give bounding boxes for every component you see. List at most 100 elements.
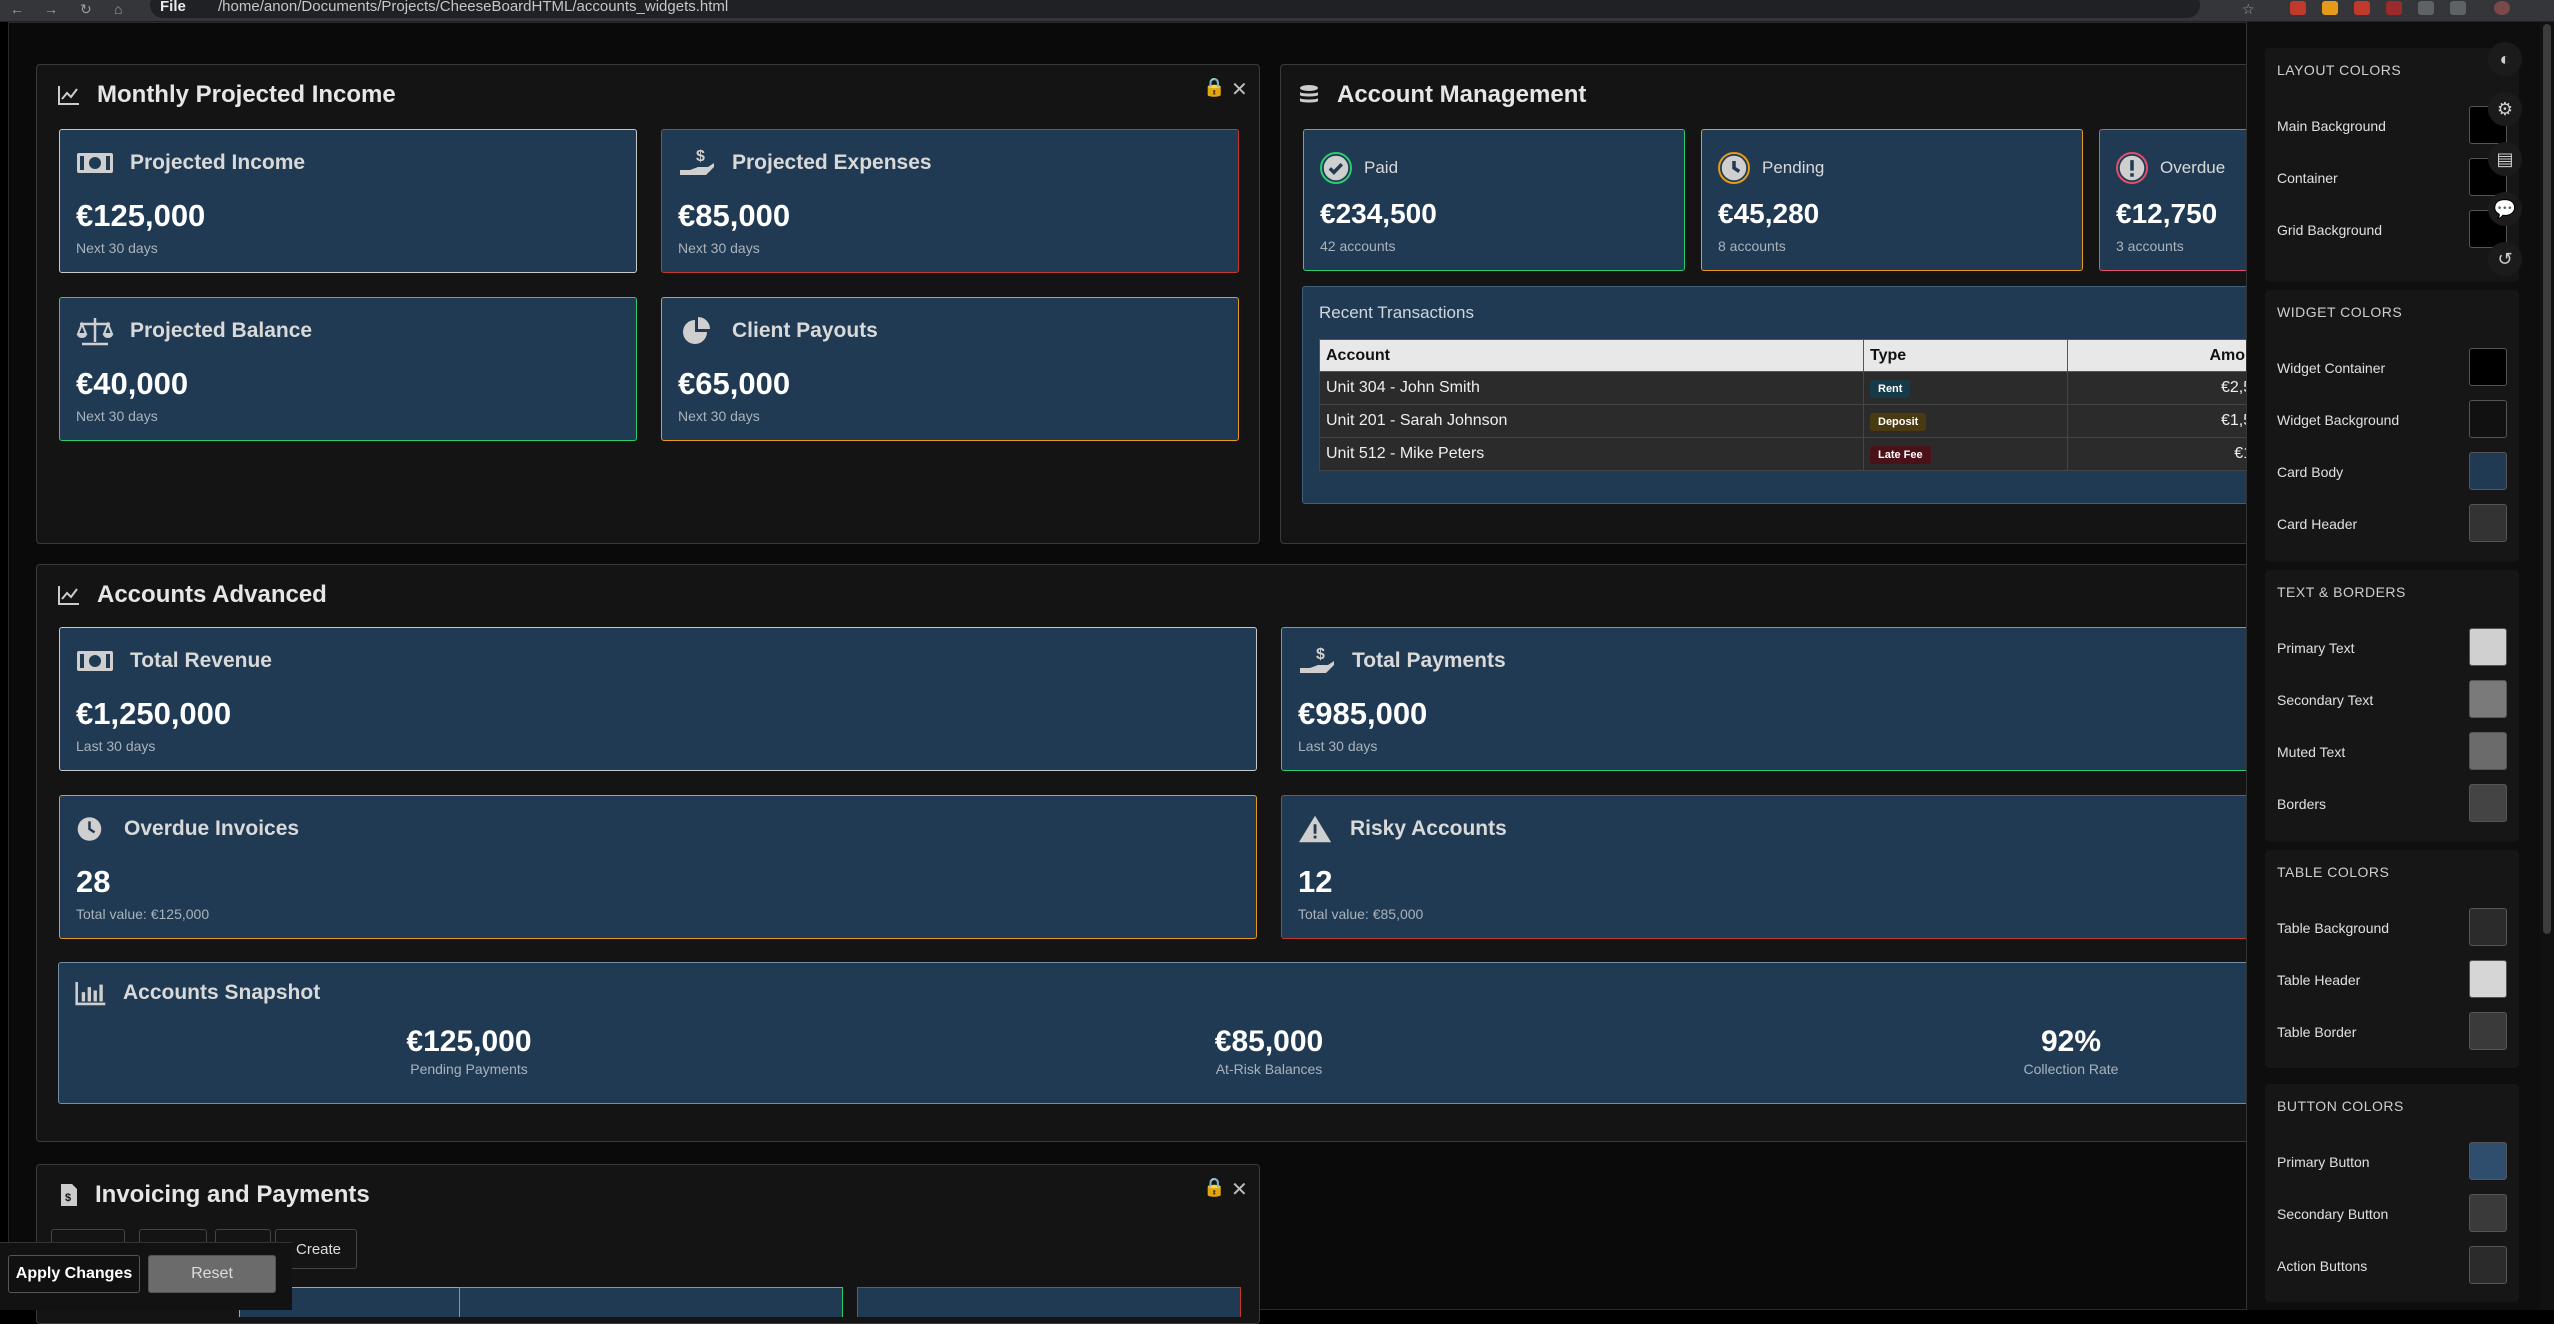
column-header-account[interactable]: Account <box>1319 339 1864 372</box>
color-setting-label: Secondary Button <box>2277 1206 2389 1222</box>
table-row[interactable]: Unit 512 - Mike Peters Late Fee €15 <box>1319 437 2268 471</box>
contrast-icon[interactable]: ◐ <box>2488 42 2522 76</box>
bookmark-star-icon[interactable]: ☆ <box>2242 1 2255 17</box>
money-bill-icon <box>77 651 113 671</box>
panel-toolbar: ◐ ⚙ ▤ 💬 ↺ <box>2488 42 2532 292</box>
color-setting-label: Primary Button <box>2277 1154 2370 1170</box>
color-swatch[interactable] <box>2469 1246 2507 1284</box>
svg-text:$: $ <box>65 1192 71 1204</box>
color-swatch[interactable] <box>2469 348 2507 386</box>
card-label: Paid <box>1364 158 1399 177</box>
card-subtext: 3 accounts <box>2116 238 2184 254</box>
color-swatch[interactable] <box>2469 908 2507 946</box>
close-icon[interactable]: ✕ <box>1231 79 1248 101</box>
card-value: €234,500 <box>1320 198 1437 229</box>
close-icon[interactable]: ✕ <box>1231 1179 1248 1201</box>
chat-icon[interactable]: 💬 <box>2488 192 2522 226</box>
money-bill-icon <box>77 153 113 173</box>
clock-icon <box>77 817 102 841</box>
color-setting-label: Card Header <box>2277 516 2358 532</box>
cell-type: Late Fee <box>1863 437 2068 471</box>
scrollbar-thumb[interactable] <box>2543 24 2551 934</box>
reload-icon[interactable]: ↻ <box>80 1 92 17</box>
gear-icon[interactable]: ⚙ <box>2488 92 2522 126</box>
color-setting-row: Container <box>2277 158 2507 198</box>
reset-icon[interactable]: ↺ <box>2488 242 2522 276</box>
extension-icon[interactable] <box>2322 1 2338 15</box>
cell-amount: €15 <box>2067 437 2268 471</box>
color-setting-row: Borders <box>2277 784 2507 824</box>
card-value: €45,280 <box>1718 198 1820 229</box>
forward-icon[interactable]: → <box>44 1 58 17</box>
card-subtext: Next 30 days <box>76 408 158 424</box>
card-label: Client Payouts <box>732 319 878 342</box>
back-icon[interactable]: ← <box>10 1 24 17</box>
home-icon[interactable]: ⌂ <box>114 1 123 17</box>
color-swatch[interactable] <box>2469 504 2507 542</box>
extension-icon[interactable] <box>2290 1 2306 15</box>
extension-icon[interactable] <box>2450 1 2466 15</box>
column-header-amount[interactable]: Amour <box>2067 339 2268 372</box>
action-bar: Apply Changes Reset <box>0 1242 292 1310</box>
card-projected-income: Projected Income €125,000 Next 30 days <box>59 129 637 273</box>
card-subtext: Total value: €85,000 <box>1298 906 1424 922</box>
color-swatch[interactable] <box>2469 1012 2507 1050</box>
card-icon[interactable]: ▤ <box>2488 142 2522 176</box>
widget-monthly-projected-income: Monthly Projected Income 🔒 ✕ Projected I… <box>36 64 1260 544</box>
section-heading: TABLE COLORS <box>2277 864 2390 880</box>
section-heading: BUTTON COLORS <box>2277 1098 2404 1114</box>
color-setting-label: Action Buttons <box>2277 1258 2368 1274</box>
check-circle-icon <box>1320 152 1352 184</box>
color-setting-row: Table Header <box>2277 960 2507 1000</box>
card-client-payouts: Client Payouts €65,000 Next 30 days <box>661 297 1239 441</box>
card-value: €125,000 <box>76 198 206 233</box>
extension-icon[interactable] <box>2354 1 2370 15</box>
cell-type: Deposit <box>1863 404 2068 438</box>
extension-icon[interactable] <box>2418 1 2434 15</box>
color-setting-label: Table Border <box>2277 1024 2357 1040</box>
table-row[interactable]: Unit 201 - Sarah Johnson Deposit €1,50 <box>1319 404 2268 438</box>
color-swatch[interactable] <box>2469 960 2507 998</box>
snapshot-value: 92% <box>2040 1025 2102 1058</box>
reset-button[interactable]: Reset <box>148 1255 276 1293</box>
section-heading: WIDGET COLORS <box>2277 304 2403 320</box>
lock-icon[interactable]: 🔒 <box>1203 77 1226 97</box>
color-swatch[interactable] <box>2469 1142 2507 1180</box>
apply-changes-button[interactable]: Apply Changes <box>8 1255 140 1293</box>
color-swatch[interactable] <box>2469 400 2507 438</box>
address-bar[interactable]: File /home/anon/Documents/Projects/Chees… <box>150 0 2200 18</box>
color-setting-label: Primary Text <box>2277 640 2355 656</box>
color-swatch[interactable] <box>2469 1194 2507 1232</box>
color-setting-label: Muted Text <box>2277 744 2346 760</box>
table-row[interactable]: Unit 304 - John Smith Rent €2,50 <box>1319 371 2268 405</box>
color-setting-row: Main Background <box>2277 106 2507 146</box>
card-label: Projected Income <box>130 151 306 174</box>
color-swatch[interactable] <box>2469 680 2507 718</box>
card-value: €985,000 <box>1298 696 1428 731</box>
card-subtext: 8 accounts <box>1718 238 1786 254</box>
card-label: Projected Balance <box>130 319 313 342</box>
color-swatch[interactable] <box>2469 452 2507 490</box>
card-invoicing-partial <box>857 1287 1241 1317</box>
file-scheme-label: File <box>160 0 186 15</box>
lock-icon[interactable]: 🔒 <box>1203 1177 1226 1197</box>
color-swatch[interactable] <box>2469 732 2507 770</box>
type-badge: Late Fee <box>1870 445 1931 464</box>
avatar[interactable] <box>2494 1 2510 15</box>
color-setting-label: Borders <box>2277 796 2327 812</box>
svg-text:$: $ <box>1316 646 1325 663</box>
column-header-type[interactable]: Type <box>1863 339 2068 372</box>
card-value: €12,750 <box>2116 198 2218 229</box>
cell-account: Unit 304 - John Smith <box>1319 371 1864 405</box>
extension-icon[interactable] <box>2386 1 2402 15</box>
section-heading: TEXT & BORDERS <box>2277 584 2406 600</box>
color-swatch[interactable] <box>2469 784 2507 822</box>
card-label: Risky Accounts <box>1350 817 1507 840</box>
cell-account: Unit 512 - Mike Peters <box>1319 437 1864 471</box>
invoice-icon: $ <box>61 1184 77 1206</box>
panel-scrollbar[interactable] <box>2540 22 2554 1310</box>
settings-section: BUTTON COLORS Primary Button Secondary But… <box>2265 1084 2519 1302</box>
hand-holding-dollar-icon: $ <box>1300 646 1334 673</box>
settings-section: WIDGET COLORS Widget Container Widget Back… <box>2265 290 2519 562</box>
color-swatch[interactable] <box>2469 628 2507 666</box>
